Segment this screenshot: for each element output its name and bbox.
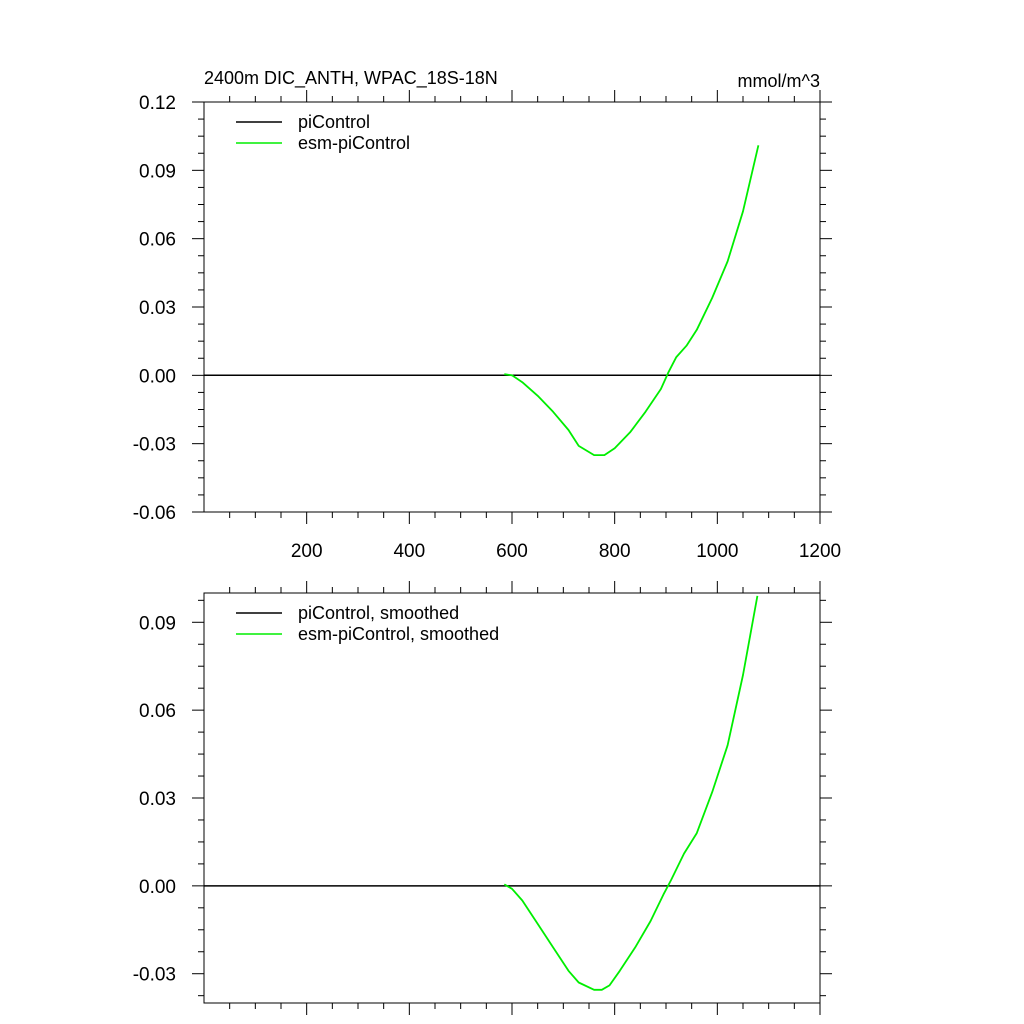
y-tick-label: 0.03 xyxy=(139,298,176,319)
series-line-2 xyxy=(503,595,759,991)
y-tick-label: 0.09 xyxy=(139,161,176,182)
y-tick-label: 0.09 xyxy=(139,613,176,634)
x-tick-label: 1200 xyxy=(799,541,841,562)
chart-title: 2400m DIC_ANTH, WPAC_18S-18N xyxy=(204,68,498,89)
x-tick-label: 1000 xyxy=(696,541,738,562)
y-tick-label: 0.03 xyxy=(139,789,176,810)
y-tick-label: -0.03 xyxy=(133,965,176,986)
y-tick-label: 0.06 xyxy=(139,701,176,722)
plot-frame xyxy=(203,592,821,1004)
y-tick-label: 0.00 xyxy=(139,366,176,387)
y-tick-label: -0.03 xyxy=(133,435,176,456)
legend-label: piControl, smoothed xyxy=(298,603,459,623)
y-tick-label: 0.00 xyxy=(139,877,176,898)
units-label: mmol/m^3 xyxy=(738,71,820,91)
x-tick-label: 600 xyxy=(496,541,528,562)
legend-label: piControl xyxy=(298,112,370,132)
plot-frame xyxy=(203,101,821,513)
y-tick-label: 0.06 xyxy=(139,230,176,251)
legend-label: esm-piControl, smoothed xyxy=(298,624,499,644)
legend-label: esm-piControl xyxy=(298,133,410,153)
x-tick-label: 800 xyxy=(599,541,631,562)
series-line-2 xyxy=(504,145,760,457)
x-tick-label: 400 xyxy=(393,541,425,562)
plot-2: -0.03 0.00 0.03 0.06 0.09 piControl, smoothed… xyxy=(133,581,832,1015)
x-tick-label: 200 xyxy=(291,541,323,562)
plot-1: -0.06 -0.03 0.00 0.03 0.06 0.09 0.12 200 400 600 8… xyxy=(133,90,841,562)
y-tick-label: 0.12 xyxy=(139,93,176,114)
y-tick-label: -0.06 xyxy=(133,503,176,524)
